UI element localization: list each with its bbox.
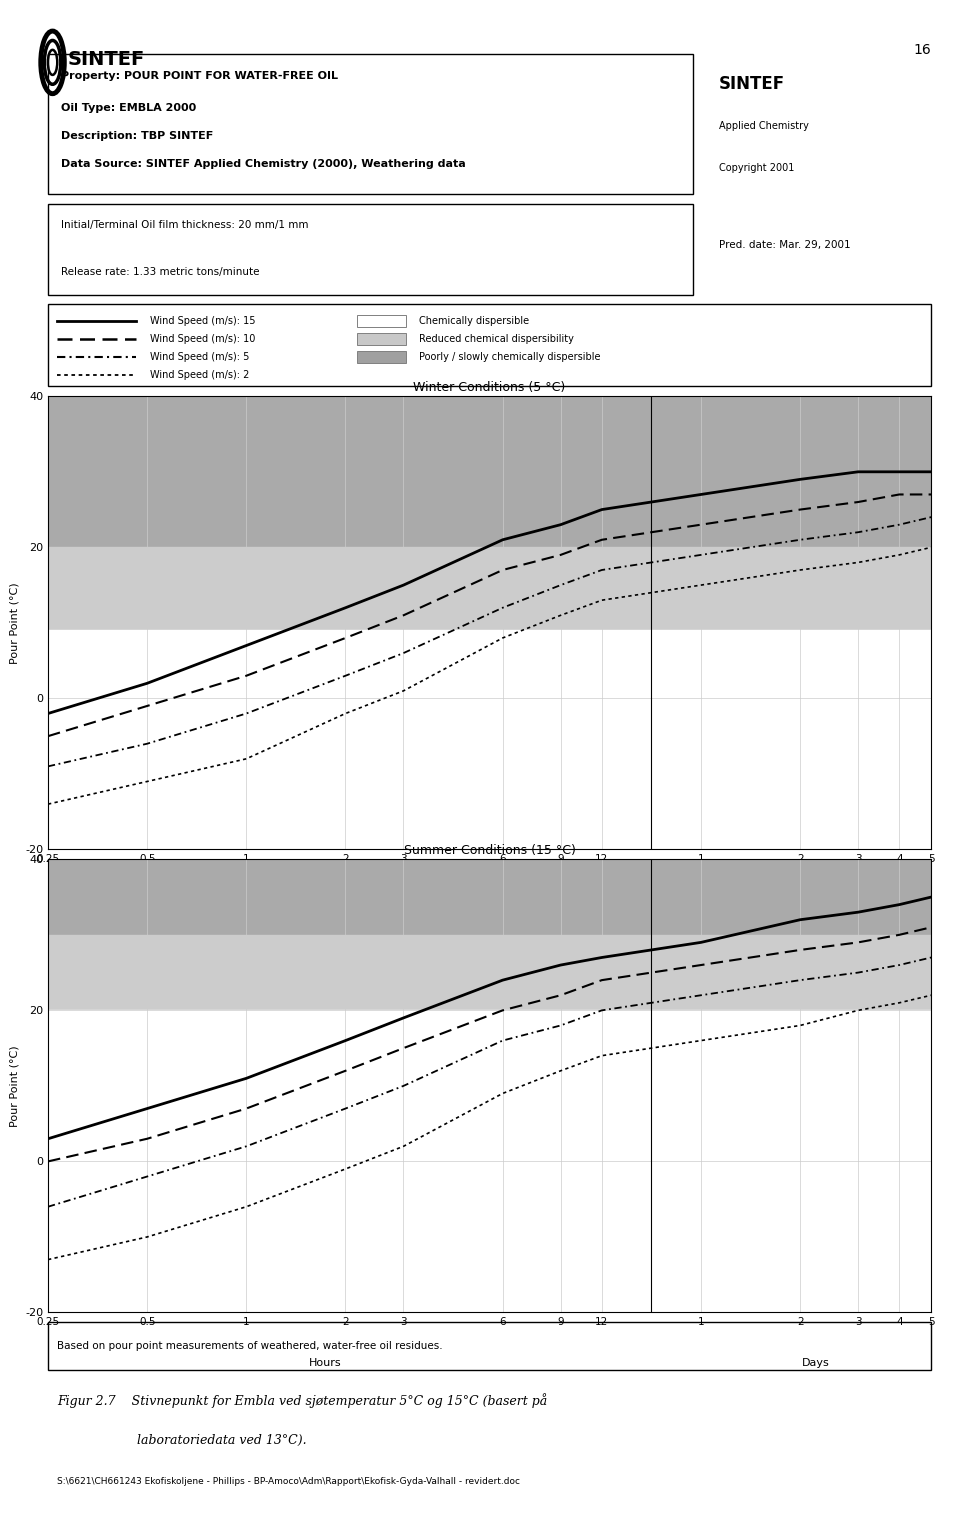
Text: Days: Days (803, 895, 830, 904)
Text: 16: 16 (914, 43, 931, 57)
Bar (48, 548, 931, 631)
Text: Applied Chemistry: Applied Chemistry (719, 122, 809, 131)
Text: S:\6621\CH661243 Ekofiskoljene - Phillips - BP-Amoco\Adm\Rapport\Ekofisk-Gyda-Va: S:\6621\CH661243 Ekofiskoljene - Phillip… (57, 1478, 519, 1486)
Text: Days: Days (803, 1358, 830, 1367)
Title: Summer Conditions (15 °C): Summer Conditions (15 °C) (403, 844, 576, 857)
Text: SINTEF: SINTEF (719, 75, 785, 92)
Bar (48, 397, 931, 548)
Text: Wind Speed (m/s): 2: Wind Speed (m/s): 2 (150, 371, 249, 380)
Bar (357, 334, 406, 345)
Bar (48, 935, 931, 1010)
Text: Copyright 2001: Copyright 2001 (719, 163, 795, 174)
Bar (48, 54, 693, 194)
Bar (48, 860, 931, 935)
Text: Property: POUR POINT FOR WATER-FREE OIL: Property: POUR POINT FOR WATER-FREE OIL (61, 71, 338, 80)
Text: Wind Speed (m/s): 15: Wind Speed (m/s): 15 (150, 315, 255, 326)
Text: Chemically dispersible: Chemically dispersible (419, 315, 529, 326)
Bar (357, 315, 406, 326)
Text: Figur 2.7    Stivnepunkt for Embla ved sjøtemperatur 5°C og 15°C (basert på: Figur 2.7 Stivnepunkt for Embla ved sjøt… (57, 1393, 547, 1407)
Text: Reduced chemical dispersibility: Reduced chemical dispersibility (419, 334, 574, 345)
Bar (48, 1010, 931, 1312)
Text: laboratoriedata ved 13°C).: laboratoriedata ved 13°C). (57, 1433, 306, 1447)
Title: Winter Conditions (5 °C): Winter Conditions (5 °C) (414, 381, 565, 394)
Text: Based on pour point measurements of weathered, water-free oil residues.: Based on pour point measurements of weat… (57, 1341, 443, 1350)
Text: Data Source: SINTEF Applied Chemistry (2000), Weathering data: Data Source: SINTEF Applied Chemistry (2… (61, 158, 466, 169)
Text: Wind Speed (m/s): 10: Wind Speed (m/s): 10 (150, 334, 255, 345)
Text: Hours: Hours (308, 895, 341, 904)
Y-axis label: Pour Point (°C): Pour Point (°C) (10, 1046, 19, 1127)
Text: Oil Type: EMBLA 2000: Oil Type: EMBLA 2000 (61, 103, 197, 112)
Text: Pred. date: Mar. 29, 2001: Pred. date: Mar. 29, 2001 (719, 240, 851, 249)
Text: Release rate: 1.33 metric tons/minute: Release rate: 1.33 metric tons/minute (61, 268, 260, 277)
Text: Poorly / slowly chemically dispersible: Poorly / slowly chemically dispersible (419, 352, 600, 361)
Text: Description: TBP SINTEF: Description: TBP SINTEF (61, 131, 213, 141)
Text: Initial/Terminal Oil film thickness: 20 mm/1 mm: Initial/Terminal Oil film thickness: 20 … (61, 220, 309, 231)
Bar (48, 631, 931, 849)
Bar (48, 205, 693, 295)
Text: Hours: Hours (308, 1358, 341, 1367)
Bar (357, 351, 406, 363)
Y-axis label: Pour Point (°C): Pour Point (°C) (10, 581, 19, 664)
Text: Wind Speed (m/s): 5: Wind Speed (m/s): 5 (150, 352, 249, 361)
Text: SINTEF: SINTEF (68, 49, 145, 69)
